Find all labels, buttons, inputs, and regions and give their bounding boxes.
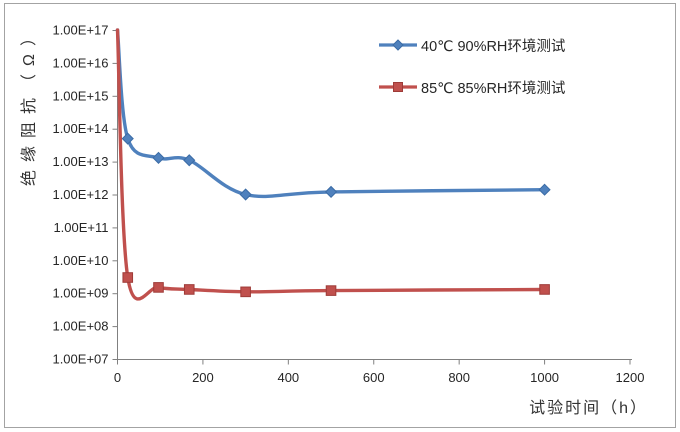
y-tick-label: 1.00E+12: [52, 187, 108, 202]
x-tick-label: 1000: [530, 370, 559, 385]
legend-marker: [392, 39, 404, 51]
series-0-marker: [538, 183, 551, 196]
y-tick-label: 1.00E+17: [52, 23, 108, 38]
y-axis-title: 绝缘阻抗（Ω）: [21, 22, 38, 186]
legend-swatch-square-icon: [379, 82, 417, 92]
series-1: [115, 28, 550, 301]
series-1-marker: [183, 284, 195, 295]
y-tick-label: 1.00E+08: [52, 319, 108, 334]
series-1-marker: [240, 286, 251, 298]
legend-item-series-0: 40℃ 90%RH环境测试: [378, 34, 565, 56]
legend-item-series-1: 85℃ 85%RH环境测试: [378, 76, 565, 98]
x-tick-label: 600: [363, 370, 385, 385]
y-tick-label: 1.00E+16: [52, 55, 108, 70]
x-tick-label: 800: [448, 370, 470, 385]
series-0-marker: [152, 151, 165, 164]
y-tick-label: 1.00E+11: [53, 220, 108, 235]
x-tick-label: 200: [192, 370, 214, 385]
y-tick-label: 1.00E+14: [52, 121, 108, 136]
series-0-marker: [121, 132, 134, 145]
series-0-marker: [183, 154, 196, 167]
legend: 40℃ 90%RH环境测试 85℃ 85%RH环境测试: [378, 34, 565, 118]
legend-marker: [393, 82, 403, 92]
series-1-marker: [539, 284, 550, 295]
y-tick-label: 1.00E+15: [52, 88, 108, 103]
y-tick-label: 1.00E+09: [52, 286, 108, 301]
legend-label-series-1: 85℃ 85%RH环境测试: [421, 80, 566, 97]
chart-border-frame: [4, 3, 676, 428]
series-1-marker: [153, 282, 164, 293]
x-tick-label: 0: [114, 370, 121, 385]
y-tick-label: 1.00E+07: [52, 352, 108, 367]
x-axis-title: 试验时间（h）: [529, 400, 648, 417]
series-1-marker: [325, 285, 337, 296]
series-0: [115, 28, 551, 201]
y-tick-label: 1.00E+13: [52, 154, 108, 169]
series-0-marker: [324, 185, 338, 199]
series-1-marker: [122, 272, 134, 283]
x-tick-label: 1200: [616, 370, 645, 385]
legend-label-series-0: 40℃ 90%RH环境测试: [421, 38, 566, 55]
series-0-marker: [239, 188, 252, 201]
y-tick-label: 1.00E+10: [52, 253, 108, 268]
x-tick-label: 400: [277, 370, 299, 385]
legend-swatch-diamond-icon: [379, 39, 417, 51]
